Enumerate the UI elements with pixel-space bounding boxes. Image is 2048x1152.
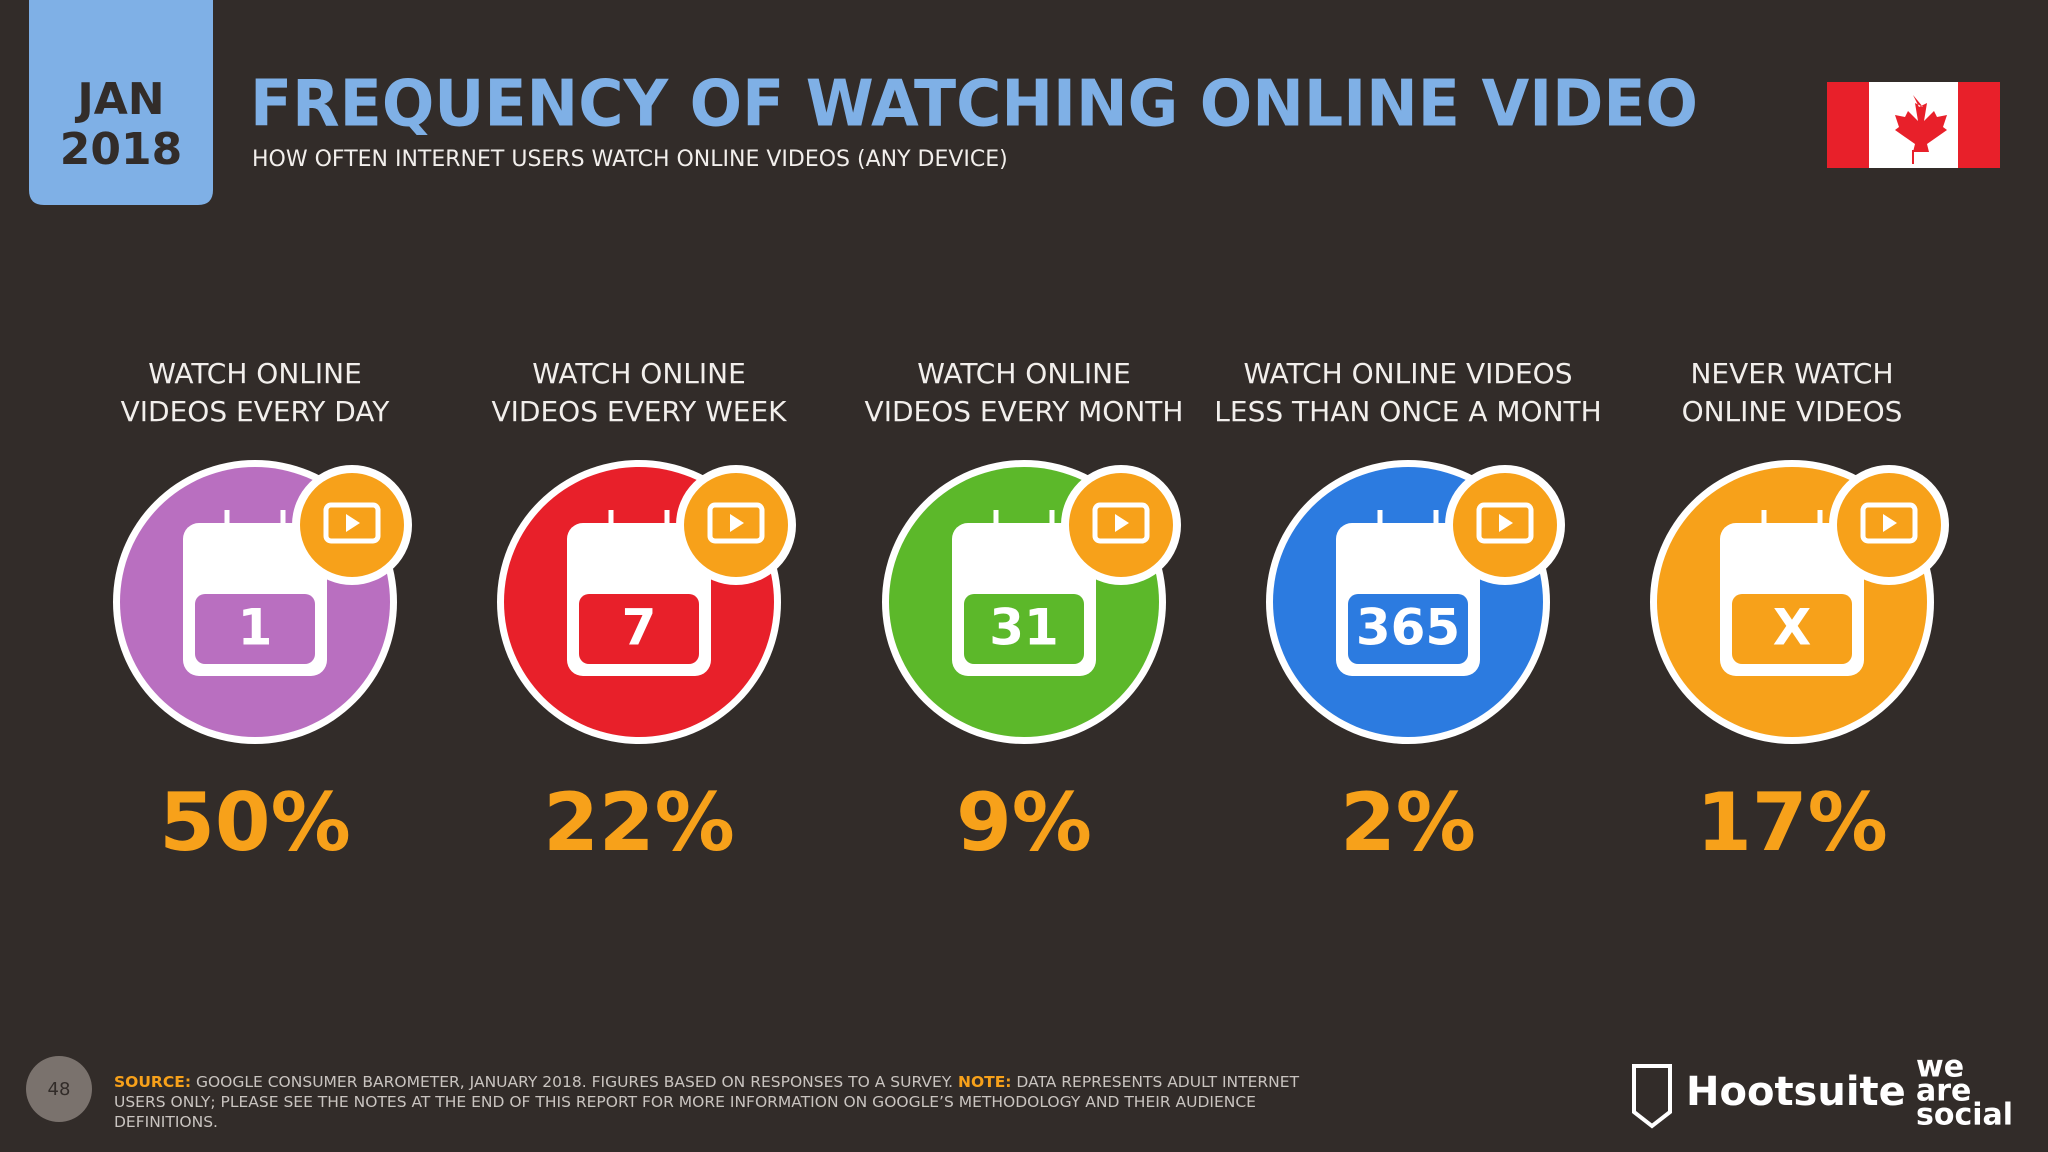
- column-label: LESS THAN ONCE A MONTH: [1214, 395, 1601, 428]
- date-badge: [29, 0, 213, 205]
- column: WATCH ONLINE VIDEOS EVERY MONTH 31 9%: [865, 357, 1184, 869]
- calendar-number: 7: [622, 599, 657, 657]
- page-number-badge: [26, 1056, 92, 1122]
- column-label: VIDEOS EVERY MONTH: [865, 395, 1184, 428]
- source-note: SOURCE: GOOGLE CONSUMER BAROMETER, JANUA…: [114, 1072, 1354, 1132]
- percentage: 9%: [956, 776, 1092, 869]
- title: FREQUENCY OF WATCHING ONLINE VIDEO: [250, 68, 1698, 142]
- was-social: social: [1916, 1098, 2013, 1133]
- badge-year: 2018: [60, 124, 182, 175]
- calendar-body: [579, 594, 699, 664]
- video-screen: [707, 502, 765, 544]
- percentage: 22%: [543, 776, 734, 869]
- subtitle: HOW OFTEN INTERNET USERS WATCH ONLINE VI…: [252, 147, 1008, 172]
- badge-month: JAN: [74, 74, 164, 125]
- calendar-body: [1732, 594, 1852, 664]
- owl-icon: [1632, 1064, 1672, 1129]
- column-label: WATCH ONLINE: [532, 357, 746, 390]
- percentage: 2%: [1340, 776, 1476, 869]
- note-text: DATA REPRESENTS ADULT INTERNET USERS ONL…: [114, 1073, 1300, 1131]
- calendar-number: X: [1773, 599, 1812, 657]
- was-are: are: [1916, 1074, 1971, 1109]
- play-icon: [1499, 514, 1513, 532]
- column-label: VIDEOS EVERY DAY: [121, 395, 391, 428]
- calendar-body: [964, 594, 1084, 664]
- video-screen: [1860, 502, 1918, 544]
- calendar-number: 31: [989, 599, 1059, 657]
- column: WATCH ONLINE VIDEOS LESS THAN ONCE A MONT…: [1214, 357, 1601, 869]
- column-label: WATCH ONLINE: [917, 357, 1131, 390]
- calendar-body: [195, 594, 315, 664]
- calendar-body: [1348, 594, 1468, 664]
- play-icon: [730, 514, 744, 532]
- hootsuite-logo: Hootsuite: [1686, 1069, 1906, 1115]
- percentage: 17%: [1696, 776, 1887, 869]
- video-screen: [1476, 502, 1534, 544]
- column-label: WATCH ONLINE: [148, 357, 362, 390]
- source-label: SOURCE:: [114, 1073, 192, 1091]
- column-label: WATCH ONLINE VIDEOS: [1244, 357, 1573, 390]
- calendar-number: 1: [238, 599, 273, 657]
- column: NEVER WATCH ONLINE VIDEOS X 17%: [1650, 357, 1949, 869]
- percentage: 50%: [159, 776, 350, 869]
- video-screen: [323, 502, 381, 544]
- column: WATCH ONLINE VIDEOS EVERY DAY 1 50%: [113, 357, 412, 869]
- calendar-number: 365: [1356, 599, 1460, 657]
- column-label: ONLINE VIDEOS: [1682, 395, 1903, 428]
- play-icon: [1883, 514, 1897, 532]
- column-label: VIDEOS EVERY WEEK: [491, 395, 787, 428]
- source-text: GOOGLE CONSUMER BAROMETER, JANUARY 2018.…: [191, 1073, 958, 1091]
- play-icon: [346, 514, 360, 532]
- play-icon: [1115, 514, 1129, 532]
- canada-flag: [1827, 82, 2000, 168]
- video-screen: [1092, 502, 1150, 544]
- column-label: NEVER WATCH: [1690, 357, 1893, 390]
- page-number: 48: [48, 1079, 71, 1100]
- was-we: we: [1916, 1050, 1964, 1085]
- column: WATCH ONLINE VIDEOS EVERY WEEK 7 22%: [491, 357, 796, 869]
- note-label: NOTE:: [957, 1073, 1012, 1091]
